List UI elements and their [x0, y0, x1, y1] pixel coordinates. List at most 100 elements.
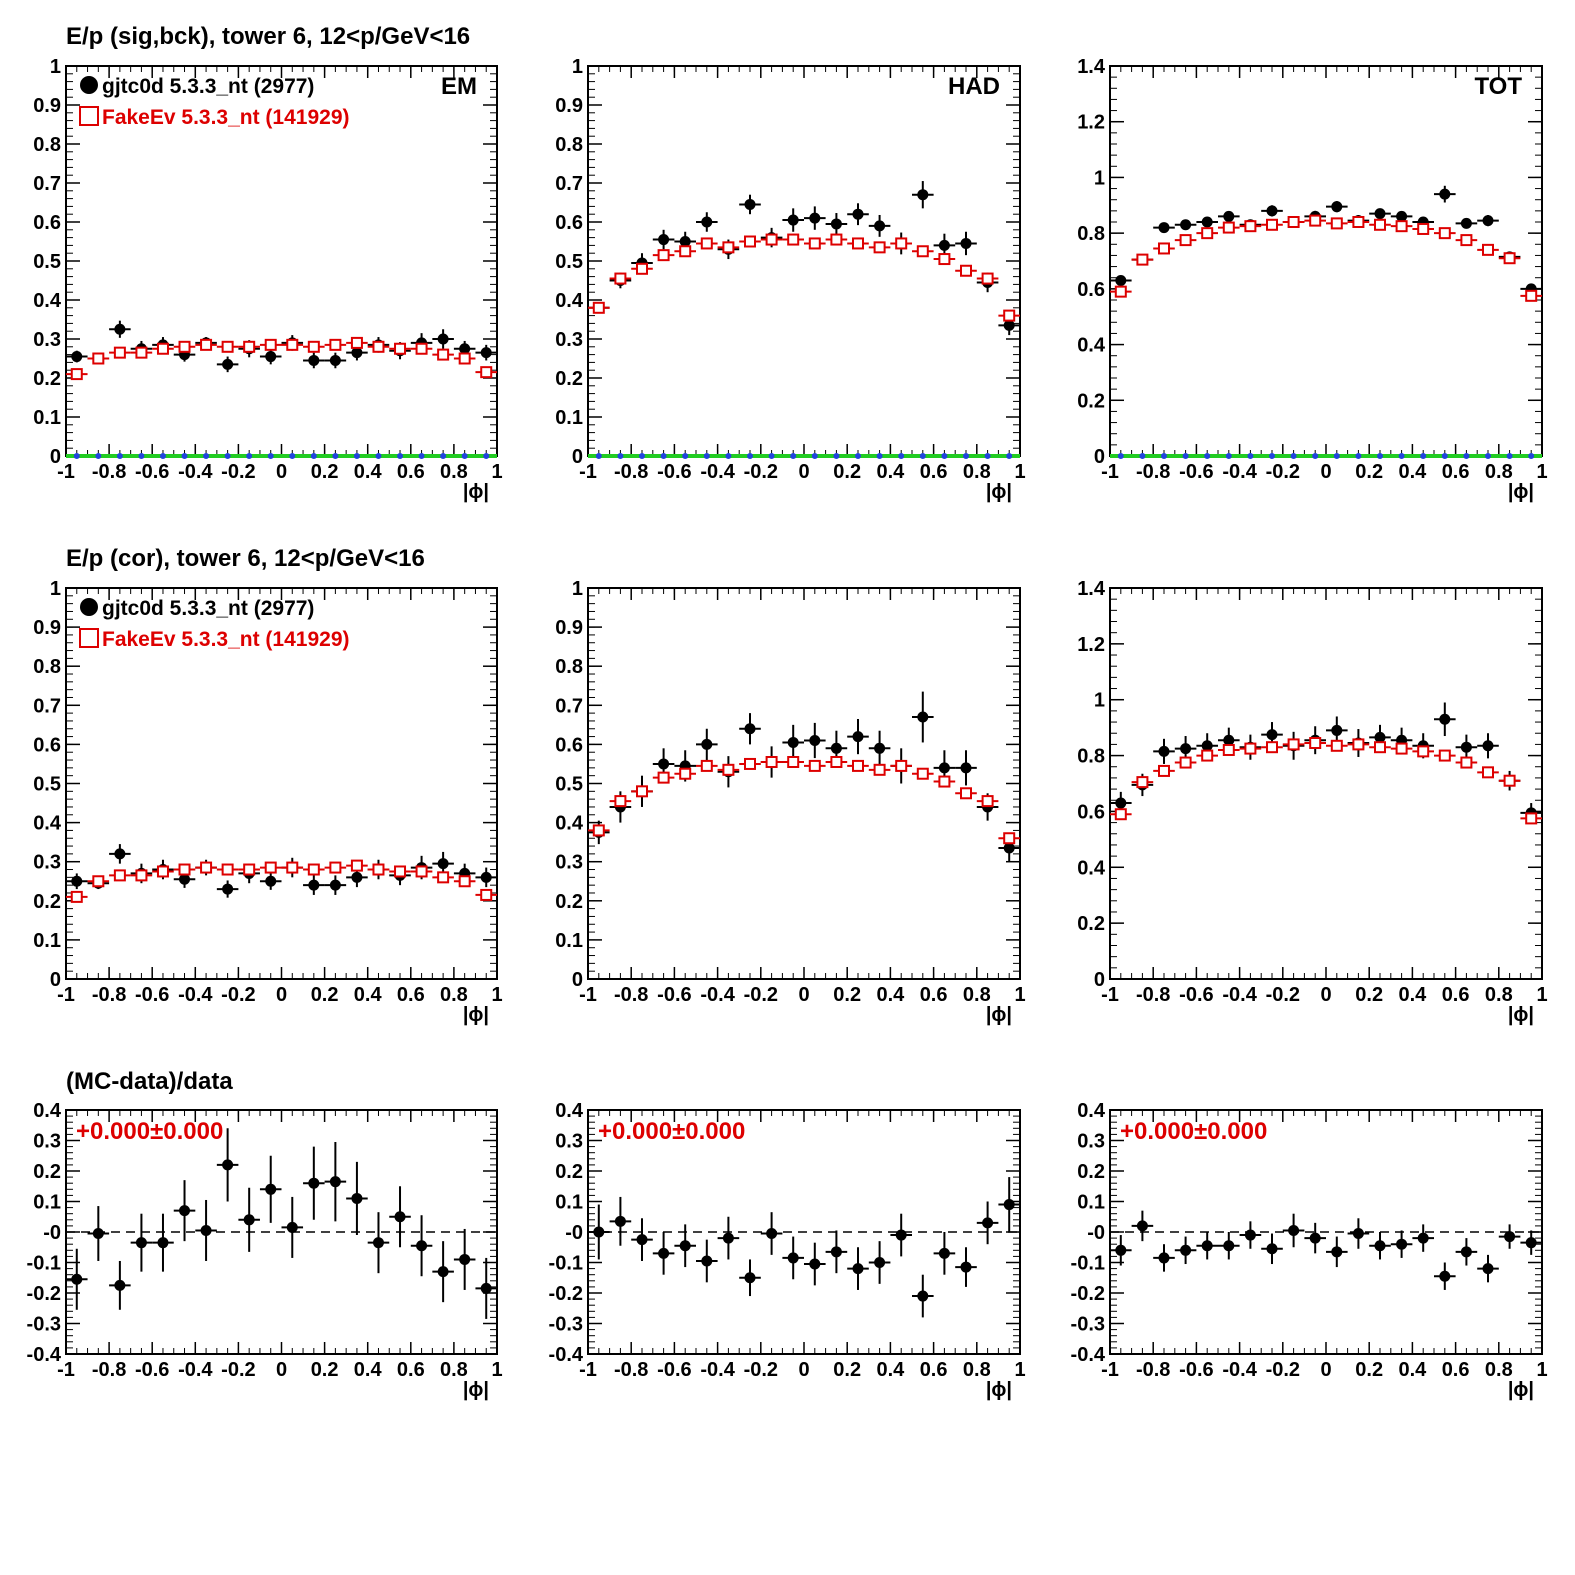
zero-point	[963, 453, 969, 459]
y-tick-label: -0.1	[27, 1253, 61, 1275]
mc-point	[156, 865, 169, 878]
x-tick-label: 0.2	[833, 984, 861, 1006]
x-tick-label: 0	[276, 1359, 287, 1381]
x-tick-label: 1	[491, 461, 502, 483]
zero-point	[1204, 453, 1211, 459]
zero-point	[1247, 453, 1254, 459]
x-tick-label: 0.8	[440, 1359, 468, 1381]
y-tick-label: -0.1	[549, 1253, 583, 1275]
zero-point	[440, 453, 447, 459]
data-point	[1158, 1252, 1170, 1264]
mc-point	[614, 272, 627, 285]
x-tick-label: 0	[1320, 1359, 1331, 1381]
mc-point	[1158, 242, 1170, 255]
panel-cor-em: -1 -0.8 -0.6 -0.4 -0.2 0 0.2 0.4 0.6 0.8 1 0 0.1 0.2 0…	[33, 578, 502, 1026]
mc-point	[679, 767, 692, 780]
zero-point	[1290, 453, 1297, 459]
x-tick-label: -0.4	[1222, 461, 1257, 483]
mc-point	[1179, 234, 1192, 247]
data-point	[71, 351, 83, 363]
data-point	[1482, 740, 1494, 752]
data-point	[114, 1279, 126, 1291]
mc-point	[1309, 737, 1322, 750]
y-tick-label: 0.4	[33, 1100, 62, 1122]
y-tick-label: 1.4	[1077, 578, 1106, 600]
mc-point	[808, 759, 821, 772]
mc-series	[1110, 214, 1542, 302]
mc-point	[1201, 749, 1214, 762]
data-point	[787, 736, 799, 748]
y-tick-label: 1	[1094, 167, 1105, 189]
data-point	[200, 1224, 212, 1236]
y-tick-label: 0.7	[555, 173, 583, 195]
mc-point	[178, 863, 191, 876]
x-tick-label: -0.8	[92, 461, 126, 483]
data-point	[1460, 217, 1472, 229]
legend: gjtc0d 5.3.3_nt (2977) FakeEv 5.3.3_nt (1…	[79, 597, 350, 651]
mc-point	[744, 235, 756, 248]
y-tick-label: -0.3	[549, 1314, 583, 1336]
y-tick-label: 0.1	[1077, 1192, 1105, 1214]
mc-point	[657, 771, 670, 784]
y-tick-label: 0.6	[555, 212, 583, 234]
mc-point	[350, 336, 363, 349]
data-point	[895, 1229, 907, 1241]
data-point	[222, 1159, 234, 1171]
data-point	[917, 711, 929, 723]
mc-point	[437, 348, 450, 361]
y-tick-label: 0.8	[33, 134, 61, 156]
zero-point	[855, 453, 861, 459]
mc-point	[1287, 216, 1300, 228]
data-point	[852, 731, 864, 743]
data-point	[1482, 1263, 1494, 1275]
x-tick-label: -1	[579, 1359, 597, 1381]
y-tick-label: -0.2	[27, 1283, 61, 1305]
data-point	[416, 1240, 428, 1252]
mc-point	[70, 368, 83, 381]
y-tick-label: 1.4	[1077, 56, 1106, 78]
y-tick-label: 0	[572, 969, 583, 991]
zero-point	[941, 453, 948, 459]
y-tick-label: 0.3	[555, 1131, 583, 1153]
mc-point	[722, 763, 735, 776]
zero-point	[1377, 453, 1383, 459]
x-tick-label: -0.6	[657, 1359, 691, 1381]
mc-series	[588, 233, 1020, 322]
y-tick-label: 0	[1094, 969, 1105, 991]
data-point	[1374, 731, 1386, 743]
zero-point	[181, 453, 188, 459]
mc-point	[852, 237, 864, 250]
x-tick-label: -0.4	[178, 1359, 213, 1381]
zero-point	[1139, 453, 1146, 459]
legend-mc-label: FakeEv 5.3.3_nt (141929)	[102, 628, 350, 651]
mc-point	[1330, 217, 1343, 230]
data-point	[459, 1253, 471, 1265]
x-tick-label: 0.2	[1355, 984, 1383, 1006]
x-tick-label: 0	[798, 461, 809, 483]
data-point	[1115, 275, 1127, 286]
zero-point	[483, 453, 490, 459]
zero-point	[1441, 453, 1448, 459]
y-tick-label: 1.2	[1077, 634, 1105, 656]
x-tick-label: -0.6	[657, 984, 691, 1006]
data-point	[960, 762, 972, 774]
zero-point	[1528, 453, 1535, 459]
mc-point	[286, 861, 299, 874]
y-tick-label: 0.9	[33, 95, 61, 117]
x-tick-label: -0.2	[1266, 1359, 1300, 1381]
zero-point	[1355, 453, 1362, 459]
data-point	[135, 1237, 147, 1249]
plot-frame	[587, 587, 1021, 980]
y-tick-label: 0.9	[555, 95, 583, 117]
data-point	[787, 1252, 799, 1264]
data-point	[830, 218, 842, 230]
mc-point	[700, 237, 713, 250]
zero-point	[224, 453, 231, 459]
data-point	[852, 1263, 864, 1275]
x-tick-label: -0.6	[1179, 984, 1213, 1006]
y-tick-label: 0.2	[555, 891, 583, 913]
y-tick-label: 0.3	[33, 1131, 61, 1153]
y-tick-label: 0	[50, 969, 61, 991]
x-tick-label: -0.8	[1136, 1359, 1170, 1381]
data-series	[66, 1128, 497, 1319]
